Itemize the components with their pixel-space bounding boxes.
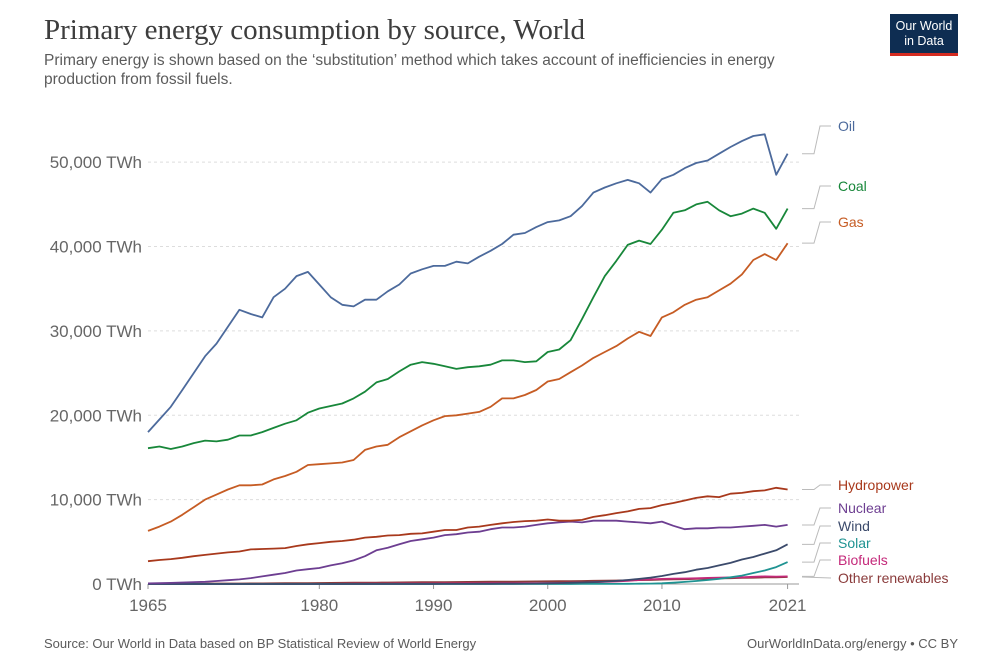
chart-subtitle: Primary energy is shown based on the ‘su… <box>44 52 775 88</box>
y-tick-label: 30,000 TWh <box>50 322 142 341</box>
series-label-biofuels: Biofuels <box>838 552 888 568</box>
owid-logo[interactable]: Our World in Data <box>890 14 958 56</box>
logo-line-2: in Data <box>904 34 944 48</box>
y-tick-label: 20,000 TWh <box>50 406 142 425</box>
logo-accent-bar <box>890 53 958 56</box>
y-tick-label: 50,000 TWh <box>50 153 142 172</box>
series-line-hydropower <box>147 486 788 563</box>
license-link[interactable]: OurWorldInData.org/energy • CC BY <box>747 636 958 651</box>
series-label-hydropower: Hydropower <box>838 477 914 493</box>
series-line-solar <box>148 561 788 585</box>
series-label-gas: Gas <box>838 214 864 230</box>
leader-line-oil <box>802 125 831 155</box>
series-line-oil <box>147 133 789 433</box>
leader-line-biofuels <box>802 559 831 577</box>
series-line-coal <box>147 200 789 450</box>
leader-line-hydropower <box>802 484 831 491</box>
leader-line-solar <box>802 542 831 563</box>
series-line-gas <box>147 242 789 532</box>
x-tick-label: 2010 <box>643 596 681 615</box>
series-label-solar: Solar <box>838 535 871 551</box>
series-label-nuclear: Nuclear <box>838 500 887 516</box>
series-lines <box>147 133 789 585</box>
x-tick-label: 1980 <box>300 596 338 615</box>
axis-labels: 0 TWh 10,000 TWh 20,000 TWh 30,000 TWh 40,00… <box>50 153 807 615</box>
series-label-coal: Coal <box>838 178 867 194</box>
x-tick-label: 2021 <box>769 596 807 615</box>
series-label-wind: Wind <box>838 518 870 534</box>
y-tick-label: 40,000 TWh <box>50 238 142 257</box>
grid-lines <box>148 161 799 585</box>
series-line-wind <box>148 543 789 585</box>
y-tick-label: 10,000 TWh <box>50 491 142 510</box>
y-tick-label: 0 TWh <box>92 575 142 594</box>
x-tick-label: 1965 <box>129 596 167 615</box>
source-note: Source: Our World in Data based on BP St… <box>44 636 477 651</box>
series-label-oil: Oil <box>838 118 855 134</box>
series-line-nuclear <box>147 519 788 585</box>
leader-line-nuclear <box>802 507 831 526</box>
leader-line-gas <box>802 221 831 244</box>
x-tick-label: 2000 <box>529 596 567 615</box>
series-label-other-renewables: Other renewables <box>838 570 949 586</box>
leader-line-other-renewables <box>801 576 832 579</box>
logo-line-1: Our World <box>895 19 953 33</box>
leader-line-wind <box>802 525 831 545</box>
x-tick-label: 1990 <box>415 596 453 615</box>
series-labels: Oil Coal Gas Hydropower Nuclear WindSolarBiof… <box>801 118 949 586</box>
leader-line-coal <box>802 185 831 210</box>
chart-title: Primary energy consumption by source, Wo… <box>44 14 586 46</box>
